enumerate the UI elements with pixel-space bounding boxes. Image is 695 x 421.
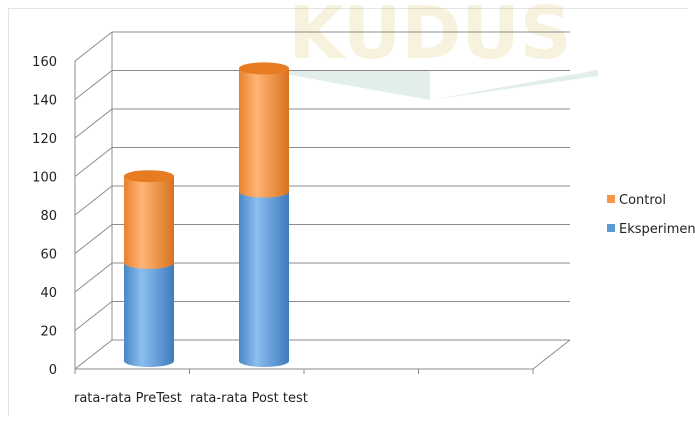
y-tick-label: 160 [32,55,57,70]
legend-label: Control [619,193,666,208]
bar-top [124,170,174,183]
bar-segment-control [239,62,289,198]
y-axis-ticks: 0 20 40 60 80 100 120 140 160 [32,55,57,378]
bar-body [239,68,289,198]
bar-body [239,191,289,367]
gridline-diagonal [74,108,113,139]
gridlines [74,31,570,370]
legend: Control Eksperimen [607,193,695,237]
x-axis-categories: rata-rata PreTest rata-rata Post test [74,391,308,406]
category-label: rata-rata PreTest [74,391,182,406]
legend-label: Eksperimen [619,222,695,237]
legend-swatch [607,195,615,203]
y-tick-label: 60 [40,248,57,263]
gridline-diagonal [74,185,113,216]
y-tick-label: 20 [40,325,57,340]
bars [124,62,289,367]
gridline-diagonal [74,70,113,100]
bar-segment-eksperimen [124,256,174,367]
y-tick-label: 140 [32,94,57,109]
legend-swatch [607,224,615,232]
bar-body [124,262,174,367]
gridline-diagonal [74,262,113,293]
chart-frame [8,8,688,416]
y-tick-label: 40 [40,286,57,301]
bar-segment-eksperimen [239,185,289,367]
y-tick-label: 80 [40,209,57,224]
y-tick-label: 120 [32,132,57,147]
watermark-text: KUDUS [288,0,571,75]
watermark: KUDUS [262,0,598,100]
gridline-diagonal [74,339,113,370]
gridline-diagonal [74,147,113,177]
bar-top [239,62,289,75]
axes [74,32,571,374]
floor-right-edge [532,339,571,370]
bar-body [124,176,174,269]
bar-segment-control [124,170,174,269]
watermark-book-shape [262,70,598,100]
gridline-diagonal [74,31,113,62]
category-label: rata-rata Post test [190,391,308,406]
y-tick-label: 0 [49,363,57,378]
y-tick-label: 100 [32,171,57,186]
gridline-diagonal [74,301,113,331]
gridline-diagonal [74,224,113,254]
